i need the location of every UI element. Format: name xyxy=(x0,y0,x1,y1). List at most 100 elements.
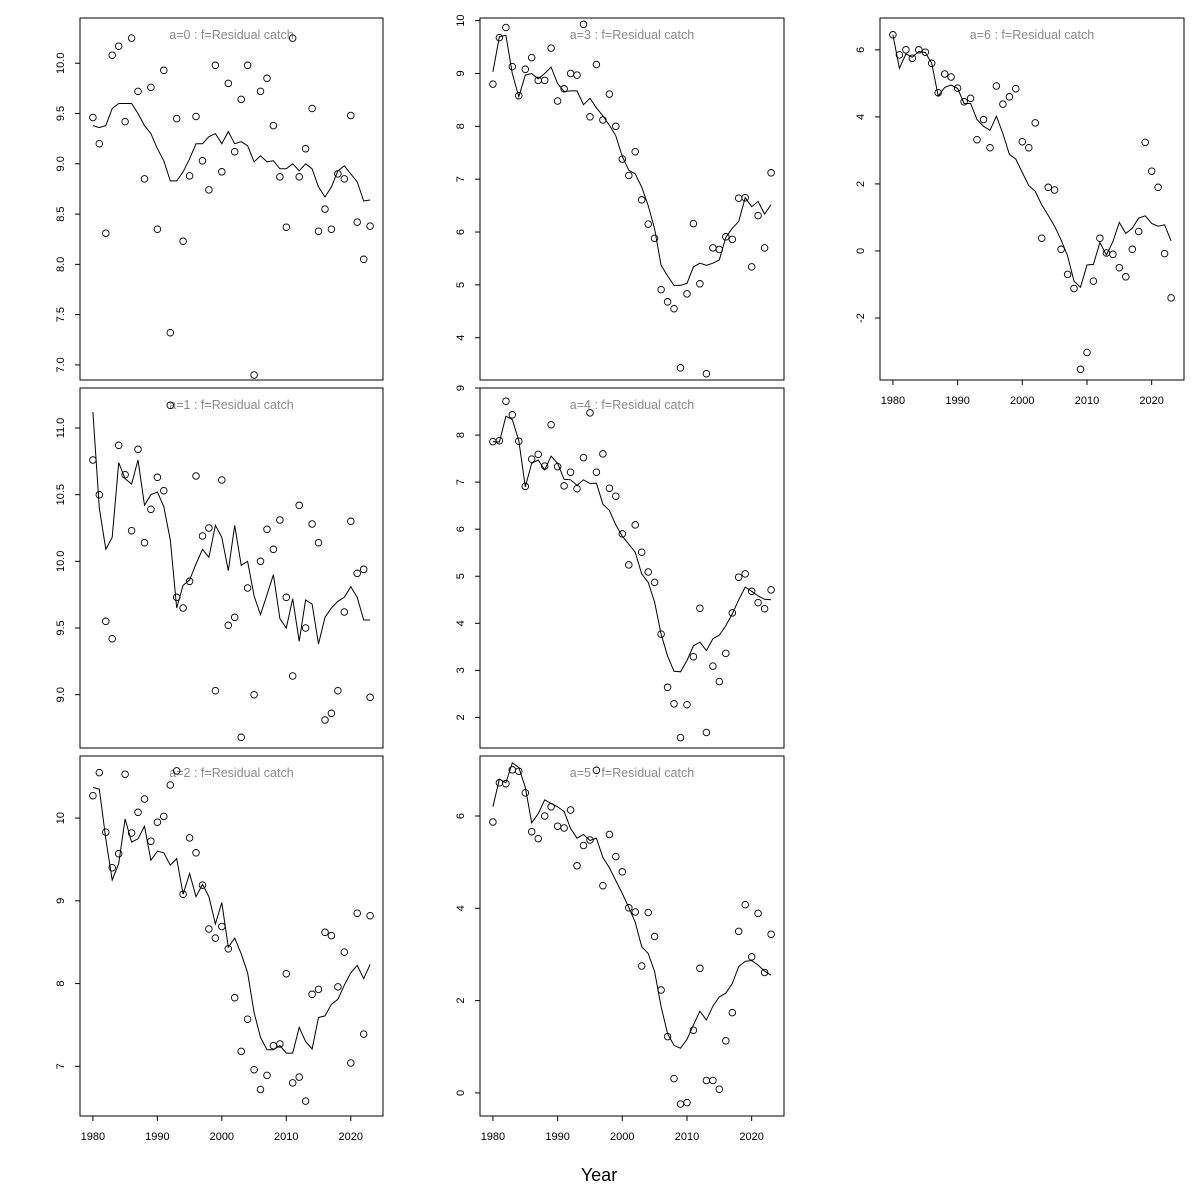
data-point xyxy=(741,570,749,578)
data-point xyxy=(121,117,129,126)
data-point xyxy=(1044,183,1052,192)
data-point xyxy=(1070,284,1078,293)
data-point xyxy=(256,557,265,566)
data-point xyxy=(308,990,316,999)
plot-frame xyxy=(79,387,384,749)
data-point xyxy=(134,445,142,454)
y-tick-label: 4 xyxy=(455,620,467,626)
y-tick-label: 9.5 xyxy=(55,620,67,635)
y-tick-label: 2 xyxy=(455,998,467,1004)
data-point xyxy=(359,565,368,574)
data-point xyxy=(230,147,239,156)
data-point xyxy=(508,411,517,419)
fitted-line xyxy=(892,34,1172,289)
y-tick-label: 10 xyxy=(455,15,467,27)
data-point xyxy=(1025,143,1033,152)
data-point xyxy=(709,244,717,252)
data-point xyxy=(631,908,639,916)
data-point xyxy=(102,828,110,836)
data-point xyxy=(625,171,633,180)
data-point xyxy=(508,62,517,71)
data-point xyxy=(1018,137,1027,146)
y-tick-label: 6 xyxy=(455,229,467,235)
data-point xyxy=(134,87,142,96)
x-tick-label: 1980 xyxy=(481,1131,505,1143)
data-point xyxy=(314,538,323,547)
data-point xyxy=(1031,119,1039,127)
data-point xyxy=(89,791,97,800)
data-point xyxy=(947,73,955,81)
data-point xyxy=(637,962,646,970)
data-point xyxy=(127,829,136,837)
y-tick-label: 7.5 xyxy=(55,307,67,322)
data-point xyxy=(502,23,510,32)
data-point xyxy=(650,578,659,587)
data-point xyxy=(172,767,181,775)
data-point xyxy=(495,33,504,42)
data-point xyxy=(250,690,258,699)
data-point xyxy=(709,662,717,670)
data-point xyxy=(198,532,207,540)
y-tick-label: 7 xyxy=(455,479,467,485)
data-point xyxy=(592,468,601,476)
data-point xyxy=(1141,138,1149,147)
data-point xyxy=(1154,183,1162,192)
data-point xyxy=(979,115,988,124)
data-point xyxy=(166,328,175,337)
data-point xyxy=(599,881,607,890)
data-point xyxy=(502,779,510,788)
data-point xyxy=(256,87,265,96)
data-point xyxy=(734,927,743,936)
data-point xyxy=(586,836,594,844)
data-point xyxy=(192,112,200,121)
data-point xyxy=(347,517,355,526)
y-tick-label: 9.5 xyxy=(55,106,67,121)
data-point xyxy=(218,168,226,176)
data-point xyxy=(973,135,981,144)
data-point xyxy=(160,486,168,495)
data-point xyxy=(696,604,704,612)
data-point xyxy=(192,472,200,480)
data-point xyxy=(1089,277,1098,285)
data-point xyxy=(670,304,678,313)
data-point xyxy=(767,586,775,594)
panel-1: a=1 : f=Residual catch 9.0 9.5 10.0 10.5 11.0 xyxy=(55,387,384,749)
data-point xyxy=(540,812,549,820)
data-point xyxy=(347,111,355,120)
data-point xyxy=(211,61,220,70)
data-point xyxy=(728,609,737,617)
y-tick-label: 10 xyxy=(55,812,67,824)
panel-title: a=5 : f=Residual catch xyxy=(570,766,694,780)
y-tick-label: 5 xyxy=(455,573,467,579)
data-point xyxy=(121,770,129,778)
data-point xyxy=(489,818,497,826)
data-point xyxy=(263,74,271,83)
data-point xyxy=(728,1008,737,1017)
data-point xyxy=(276,516,284,524)
data-point xyxy=(605,830,614,839)
data-point xyxy=(573,71,581,79)
data-point xyxy=(689,219,698,228)
data-point xyxy=(586,409,594,417)
data-point xyxy=(282,593,291,602)
data-point xyxy=(95,490,104,499)
data-point xyxy=(308,520,316,528)
data-point xyxy=(230,613,239,622)
data-point xyxy=(999,100,1007,108)
data-point xyxy=(301,624,310,632)
fitted-line xyxy=(492,762,772,1049)
panel-title: a=4 : f=Residual catch xyxy=(570,398,694,412)
data-point xyxy=(747,263,756,271)
data-point xyxy=(140,175,149,183)
data-point xyxy=(224,79,233,88)
data-point xyxy=(586,113,594,121)
data-point xyxy=(560,824,568,832)
data-point xyxy=(1063,270,1072,279)
fitted-line xyxy=(92,411,371,645)
y-tick-label: 6 xyxy=(455,526,467,532)
data-point xyxy=(754,909,762,918)
data-point xyxy=(527,53,536,62)
panel-title: a=1 : f=Residual catch xyxy=(169,398,293,412)
data-point xyxy=(527,455,536,463)
